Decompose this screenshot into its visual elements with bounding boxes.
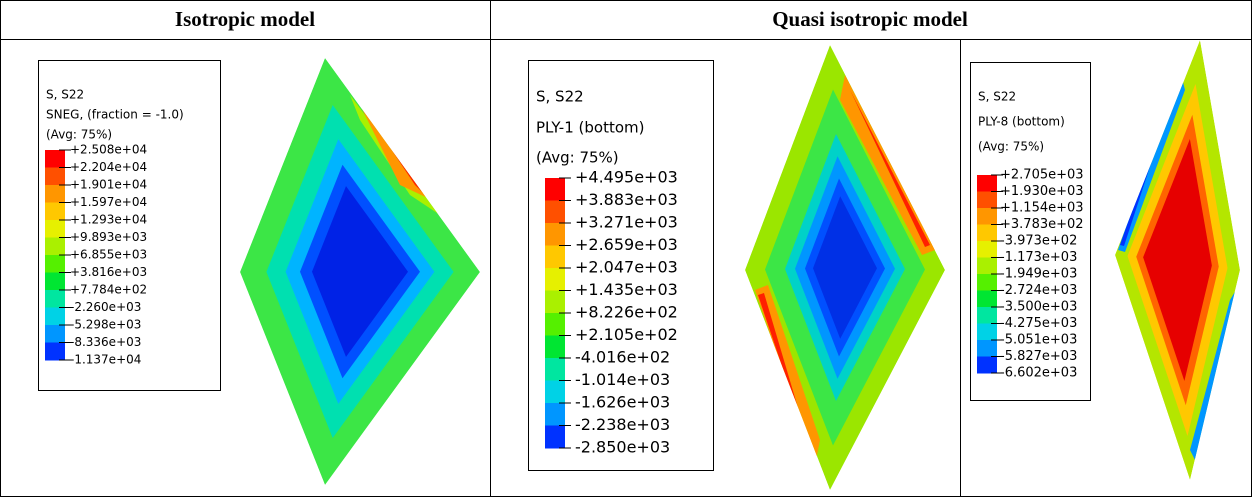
legend-swatch (977, 175, 997, 192)
legend-title: PLY-1 (bottom) (536, 119, 644, 137)
legend-swatch (545, 268, 565, 291)
legend-swatch (977, 225, 997, 242)
legend-swatch (977, 357, 997, 374)
legend-title: S, S22 (46, 88, 84, 102)
legend-value: -3.500e+03 (1000, 300, 1077, 315)
legend-swatch (545, 403, 565, 426)
legend-value: +2.705e+03 (1000, 168, 1084, 183)
legend-value: -2.850e+03 (575, 438, 670, 457)
legend-swatch (545, 201, 565, 224)
legend-value: +3.883e+03 (575, 190, 678, 209)
legend-value: +2.508e+04 (70, 143, 147, 157)
legend-value: -1.014e+03 (575, 370, 670, 389)
legend-value: -5.298e+03 (70, 318, 141, 332)
legend-swatch (45, 255, 65, 273)
legend-value: +3.271e+03 (575, 213, 678, 232)
legend-swatch (545, 358, 565, 381)
legend-value: -6.602e+03 (1000, 366, 1077, 381)
legend-title: SNEG, (fraction = -1.0) (46, 108, 184, 122)
contour-plot (745, 45, 945, 490)
legend-value: -2.724e+03 (1000, 283, 1077, 298)
legend-value: +1.597e+04 (70, 195, 147, 209)
contour-plot (240, 58, 480, 485)
legend-value: -1.137e+04 (70, 353, 141, 367)
legend-value: +4.495e+03 (575, 168, 678, 187)
header: Quasi isotropic model (772, 7, 968, 31)
legend-value: -1.949e+03 (1000, 267, 1077, 282)
legend-swatch (45, 308, 65, 326)
legend-swatch (45, 273, 65, 291)
legend-value: -8.336e+03 (70, 335, 141, 349)
legend-swatch (45, 343, 65, 361)
legend-swatch (45, 203, 65, 221)
legend-swatch (977, 324, 997, 341)
legend-value: -1.626e+03 (575, 393, 670, 412)
legend-swatch (977, 208, 997, 225)
legend-value: +2.105e+02 (575, 325, 678, 344)
contour-plot (1115, 40, 1240, 480)
legend-title: S, S22 (536, 88, 584, 106)
legend-swatch (545, 381, 565, 404)
legend-swatch (977, 241, 997, 258)
legend-value: +1.154e+03 (1000, 201, 1084, 216)
legend-title: (Avg: 75%) (536, 149, 619, 167)
legend-value: +1.293e+04 (70, 213, 147, 227)
legend-value: -2.260e+03 (70, 300, 141, 314)
legend-swatch (977, 274, 997, 291)
legend-swatch (45, 290, 65, 308)
legend-swatch (977, 192, 997, 209)
legend-swatch (545, 246, 565, 269)
legend-swatch (45, 185, 65, 203)
legend-value: +3.783e+02 (1000, 217, 1084, 232)
legend-value: -3.973e+02 (1000, 234, 1077, 249)
legend-swatch (545, 336, 565, 359)
legend-swatch (977, 291, 997, 308)
legend-value: -4.016e+02 (575, 348, 670, 367)
legend-value: +2.659e+03 (575, 235, 678, 254)
legend-swatch (545, 223, 565, 246)
legend-value: +8.226e+02 (575, 303, 678, 322)
legend-value: -1.173e+03 (1000, 250, 1077, 265)
legend-value: +7.784e+02 (70, 283, 147, 297)
legend-value: +1.930e+03 (1000, 184, 1084, 199)
legend-title: S, S22 (978, 90, 1016, 104)
legend-swatch (45, 220, 65, 238)
legend-swatch (545, 178, 565, 201)
legend-value: +1.901e+04 (70, 178, 147, 192)
legend-value: +3.816e+03 (70, 265, 147, 279)
legend-swatch (545, 313, 565, 336)
legend-swatch (45, 325, 65, 343)
legend-title: (Avg: 75%) (46, 128, 112, 142)
legend-swatch (45, 238, 65, 256)
legend-value: -5.827e+03 (1000, 349, 1077, 364)
legend-swatch (545, 426, 565, 449)
legend-title: (Avg: 75%) (978, 140, 1044, 154)
legend-swatch (45, 150, 65, 168)
legend-swatch (977, 258, 997, 275)
legend-value: -4.275e+03 (1000, 316, 1077, 331)
legend-swatch (45, 168, 65, 186)
legend-value: -2.238e+03 (575, 415, 670, 434)
legend-swatch (977, 307, 997, 324)
legend-swatch (545, 291, 565, 314)
legend-value: +1.435e+03 (575, 280, 678, 299)
legend-value: -5.051e+03 (1000, 333, 1077, 348)
figure-table: Isotropic model Quasi isotropic model S,… (0, 0, 1252, 497)
header: Isotropic model (175, 7, 315, 31)
legend-value: +9.893e+03 (70, 230, 147, 244)
legend-swatch (977, 340, 997, 357)
legend-value: +6.855e+03 (70, 248, 147, 262)
legend-title: PLY-8 (bottom) (978, 115, 1065, 129)
legend-value: +2.047e+03 (575, 258, 678, 277)
legend-value: +2.204e+04 (70, 160, 147, 174)
